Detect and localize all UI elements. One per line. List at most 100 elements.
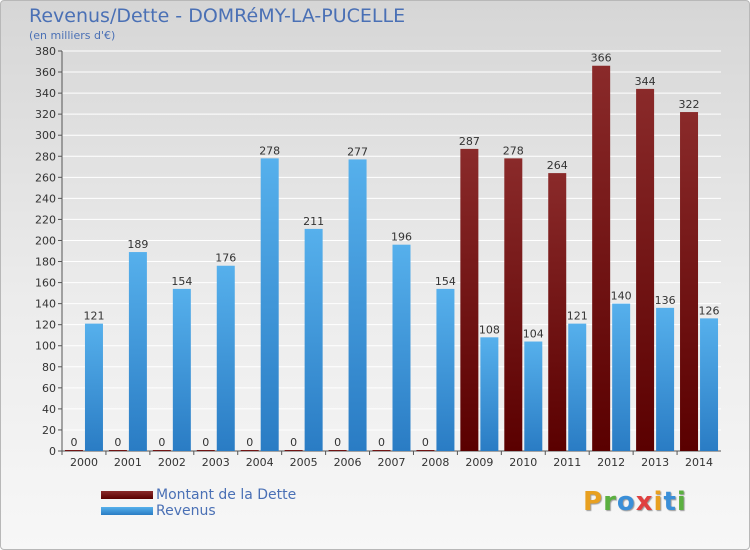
y-tick-label: 340: [35, 87, 56, 100]
bar-revenus: [524, 341, 543, 451]
data-label-revenus: 176: [215, 252, 236, 265]
bar-dette: [460, 148, 479, 452]
bar-dette: [152, 450, 171, 451]
x-tick-label: 2012: [597, 456, 625, 469]
x-tick-label: 2011: [553, 456, 581, 469]
y-tick-label: 100: [35, 340, 56, 353]
x-tick-label: 2008: [421, 456, 449, 469]
data-label-dette: 278: [503, 144, 524, 157]
x-tick-label: 2004: [246, 456, 274, 469]
data-label-dette: 0: [246, 436, 253, 449]
brand-letter: t: [663, 487, 677, 517]
chart-subtitle: (en milliers d'€): [29, 29, 116, 42]
brand-letter: r: [603, 487, 617, 517]
bar-dette: [328, 450, 347, 451]
bar-dette: [636, 88, 655, 451]
y-tick-label: 40: [42, 403, 56, 416]
bar-dette: [548, 173, 567, 451]
data-label-dette: 344: [635, 75, 656, 88]
legend-label-revenus: Revenus: [156, 503, 216, 519]
bar-revenus: [436, 288, 455, 451]
data-label-dette: 322: [679, 98, 700, 111]
data-label-revenus: 104: [523, 328, 544, 341]
data-label-dette: 264: [547, 159, 568, 172]
y-tick-label: 80: [42, 361, 56, 374]
data-label-revenus: 154: [435, 275, 456, 288]
brand-letter: o: [616, 487, 636, 517]
data-label-dette: 0: [378, 436, 385, 449]
data-label-dette: 0: [422, 436, 429, 449]
bar-dette: [240, 450, 259, 451]
x-tick-label: 2001: [114, 456, 142, 469]
bar-dette: [284, 450, 303, 451]
y-tick-label: 140: [35, 298, 56, 311]
legend-label-dette: Montant de la Dette: [156, 487, 297, 503]
brand-letter: P: [583, 487, 604, 517]
y-tick-label: 0: [49, 445, 56, 458]
brand-letter: x: [635, 487, 654, 517]
bar-dette: [108, 450, 127, 451]
y-tick-label: 240: [35, 192, 56, 205]
y-tick-label: 380: [35, 45, 56, 58]
data-label-dette: 0: [158, 436, 165, 449]
bar-revenus: [348, 159, 367, 451]
y-tick-label: 160: [35, 277, 56, 290]
data-label-revenus: 211: [303, 215, 324, 228]
bar-revenus: [480, 337, 499, 451]
bar-revenus: [700, 318, 719, 451]
bar-revenus: [304, 228, 323, 451]
bar-dette: [64, 450, 83, 451]
bar-dette: [504, 158, 523, 452]
bar-dette: [592, 65, 611, 451]
bar-revenus: [216, 265, 235, 451]
x-tick-label: 2003: [202, 456, 230, 469]
data-label-revenus: 108: [479, 323, 500, 336]
y-tick-label: 220: [35, 213, 56, 226]
data-label-revenus: 136: [655, 294, 676, 307]
bar-revenus: [260, 158, 279, 452]
x-tick-label: 2006: [334, 456, 362, 469]
data-label-revenus: 126: [699, 304, 720, 317]
y-tick-label: 300: [35, 129, 56, 142]
y-tick-label: 320: [35, 108, 56, 121]
x-tick-label: 2013: [641, 456, 669, 469]
bar-revenus: [568, 323, 587, 451]
y-tick-label: 280: [35, 150, 56, 163]
bar-revenus: [128, 252, 147, 451]
data-label-dette: 287: [459, 135, 480, 148]
brand-logo: Proxiti: [583, 487, 687, 517]
x-tick-label: 2007: [378, 456, 406, 469]
data-label-revenus: 196: [391, 231, 412, 244]
brand-letter: i: [653, 487, 664, 517]
y-tick-label: 260: [35, 171, 56, 184]
data-label-revenus: 277: [347, 145, 368, 158]
y-tick-label: 20: [42, 424, 56, 437]
data-label-dette: 0: [202, 436, 209, 449]
bar-dette: [416, 450, 435, 451]
data-label-dette: 0: [290, 436, 297, 449]
x-tick-label: 2010: [509, 456, 537, 469]
data-label-dette: 0: [334, 436, 341, 449]
y-tick-label: 180: [35, 256, 56, 269]
data-label-revenus: 121: [567, 310, 588, 323]
x-tick-label: 2002: [158, 456, 186, 469]
legend-swatch-dette: [101, 491, 153, 499]
x-tick-label: 2014: [685, 456, 713, 469]
bar-revenus: [172, 288, 191, 451]
data-label-revenus: 278: [259, 144, 280, 157]
bar-revenus: [612, 303, 631, 451]
data-label-dette: 0: [70, 436, 77, 449]
bar-dette: [196, 450, 215, 451]
bar-revenus: [656, 307, 675, 451]
data-label-dette: 366: [591, 52, 612, 65]
bar-revenus: [84, 323, 103, 451]
data-label-revenus: 154: [171, 275, 192, 288]
y-tick-label: 200: [35, 234, 56, 247]
brand-letter: i: [676, 487, 687, 517]
chart-title: Revenus/Dette - DOMRéMY-LA-PUCELLE: [29, 5, 406, 27]
x-tick-label: 2000: [70, 456, 98, 469]
data-label-revenus: 121: [83, 310, 104, 323]
bar-dette: [372, 450, 391, 451]
